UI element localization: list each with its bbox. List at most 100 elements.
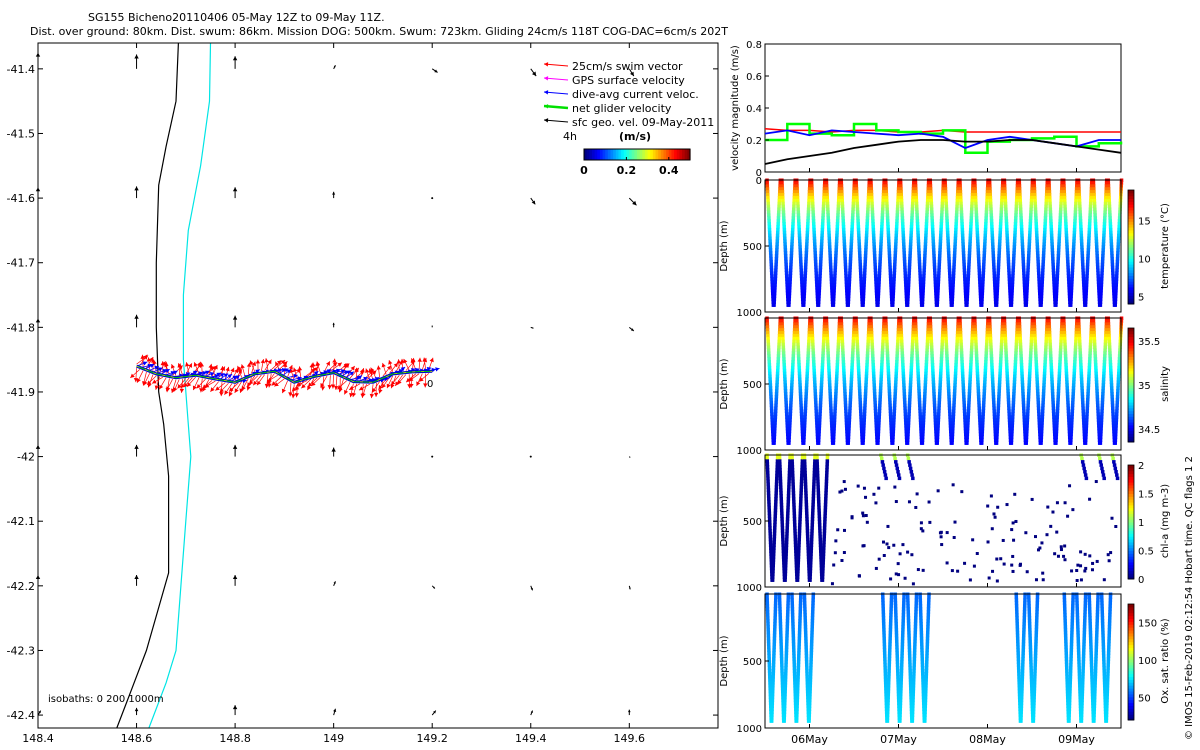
temperature-sample [1096, 268, 1100, 273]
salinity-sample [900, 360, 905, 364]
salinity-sample [1060, 319, 1064, 323]
current-arrow-head [629, 71, 634, 77]
temperature-sample [766, 207, 771, 212]
title-line-2: Dist. over ground: 80km. Dist. swum: 86k… [30, 25, 728, 38]
temperature-colorbar-cell [1128, 241, 1134, 245]
salinity-sample [1005, 380, 1010, 384]
salinity-sample [988, 328, 992, 332]
salinity-sample [946, 380, 951, 384]
temperature-sample [961, 254, 966, 258]
salinity-sample [1035, 380, 1040, 384]
salinity-sample [871, 362, 875, 367]
salinity-sample [841, 360, 846, 364]
temperature-sample [903, 274, 908, 278]
temperature-sample [837, 193, 841, 197]
temperature-sample [1051, 274, 1056, 278]
temperature-sample [777, 207, 781, 212]
current-arrow [232, 444, 238, 457]
current-arrow-head [431, 325, 433, 327]
current-arrow [431, 325, 433, 328]
salinity-sample [933, 415, 937, 419]
salinity-sample [836, 342, 841, 347]
salinity-sample [939, 362, 943, 367]
temperature-sample [1000, 181, 1005, 185]
temperature-sample [1077, 195, 1082, 200]
swim-vector-arrow [210, 365, 216, 378]
salinity-sample [894, 365, 899, 370]
temperature-sample [1040, 280, 1044, 284]
temperature-sample [1092, 198, 1097, 203]
swim-vector-arrow-head [260, 359, 265, 364]
temperature-sample [793, 181, 797, 185]
temperature-sample [833, 271, 837, 275]
salinity-sample [888, 400, 892, 405]
salinity-sample [783, 386, 788, 390]
salinity-sample [948, 421, 953, 425]
temperature-sample [1074, 193, 1079, 197]
temperature-sample [769, 268, 774, 273]
temperature-sample [910, 213, 914, 217]
temperature-sample [961, 248, 966, 252]
current-arrow-head [232, 315, 238, 320]
temperature-sample [1020, 239, 1025, 243]
salinity-sample [961, 392, 966, 396]
temperature-sample [1028, 222, 1033, 226]
temperature-sample [1093, 207, 1097, 212]
salinity-sample [960, 365, 965, 370]
salinity-sample [1018, 345, 1023, 350]
salinity-sample [1020, 368, 1024, 373]
salinity-sample [925, 351, 929, 355]
salinity-sample [765, 328, 770, 332]
temperature-sample [992, 271, 996, 275]
current-arrow [628, 68, 635, 77]
salinity-sample [952, 406, 956, 411]
colorbar-cell [602, 149, 606, 160]
temperature-sample [1078, 216, 1083, 220]
temperature-sample [802, 300, 806, 304]
salinity-sample [943, 319, 947, 323]
temperature-sample [970, 198, 974, 203]
swim-vector-arrow [428, 357, 434, 370]
temperature-sample [878, 254, 883, 258]
salinity-sample [807, 339, 811, 344]
salinity-sample [835, 362, 840, 367]
salinity-sample [806, 345, 811, 350]
temperature-sample [847, 283, 852, 287]
temperature-sample [1086, 254, 1090, 258]
salinity-sample [895, 345, 900, 350]
salinity-sample [871, 365, 876, 370]
temperature-sample [1058, 213, 1063, 217]
temperature-sample [1066, 262, 1070, 267]
map-colorbar: 0 0.2 0.4 [580, 148, 691, 177]
salinity-sample [769, 394, 773, 399]
salinity-sample [790, 365, 795, 370]
salinity-sample [988, 339, 993, 344]
temperature-sample [772, 294, 777, 299]
salinity-sample [797, 365, 801, 370]
salinity-sample [1024, 438, 1029, 442]
salinity-sample [971, 322, 975, 326]
salinity-sample [1048, 345, 1053, 350]
temperature-sample [909, 233, 913, 238]
salinity-sample [826, 348, 830, 352]
salinity-sample [1004, 354, 1009, 358]
temperature-sample [765, 184, 770, 188]
temperature-sample [1079, 224, 1083, 229]
temperature-sample [993, 291, 998, 296]
temperature-sample [1052, 280, 1056, 284]
temperature-sample [1070, 274, 1074, 278]
salinity-sample [983, 362, 988, 367]
salinity-sample [1012, 380, 1017, 384]
swim-vector-arrow [358, 383, 370, 391]
salinity-sample [847, 415, 852, 419]
temperature-sample [859, 283, 864, 287]
temperature-sample [784, 268, 789, 273]
salinity-sample [1049, 360, 1053, 364]
temperature-sample [931, 248, 936, 252]
colorbar-frame [583, 148, 691, 161]
temperature-sample [1005, 230, 1009, 235]
salinity-sample [777, 348, 781, 352]
salinity-sample [785, 423, 790, 428]
temperature-sample [999, 216, 1003, 220]
map-ytick-label: -42 [17, 451, 35, 464]
